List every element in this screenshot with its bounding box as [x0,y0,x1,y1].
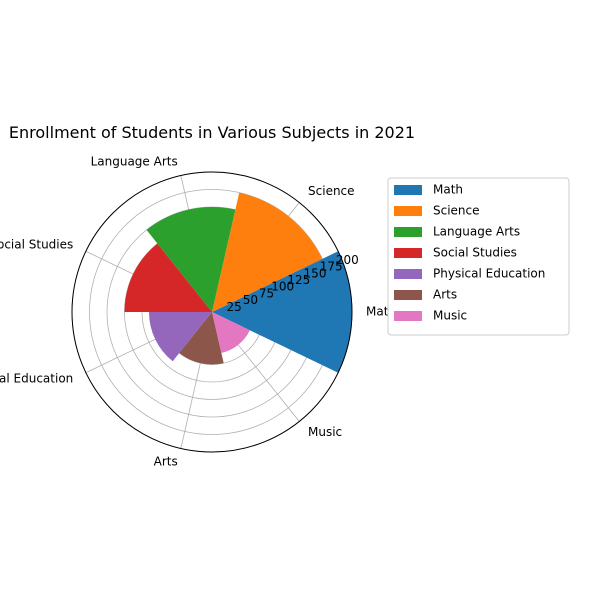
rtick-label: 175 [320,260,343,274]
bar-music [212,312,250,353]
legend-swatch-science [394,206,422,216]
legend-label-arts: Arts [433,288,457,302]
category-label-arts: Arts [154,455,178,469]
bar-math [212,251,352,373]
legend-swatch-music [394,311,422,321]
legend-label-physical-education: Physical Education [433,267,545,281]
category-label-language-arts: Language Arts [91,154,178,168]
category-label-music: Music [308,425,342,439]
legend-box [387,177,570,336]
bars [124,192,352,373]
polar-frame [71,171,353,453]
legend-label-music: Music [433,309,467,323]
rtick-label: 125 [287,273,310,287]
legend-swatch-math [394,185,422,195]
legend-swatch-language-arts [394,227,422,237]
category-label-science: Science [308,184,355,198]
rtick-label: 50 [243,293,258,307]
bar-social-studies [124,243,212,312]
legend-swatch-physical-education [394,269,422,279]
rtick-label: 150 [304,266,327,280]
legend: Math Science Language Arts Social Studies Ph… [387,177,570,336]
rtick-label: 75 [259,286,274,300]
legend-swatch-social-studies [394,248,422,258]
legend-label-math: Math [433,183,463,197]
rtick-label: 100 [271,280,294,294]
legend-swatch-arts [394,290,422,300]
category-label-physical-education: Physical Education [0,371,73,385]
category-label-social-studies: Social Studies [0,238,73,252]
legend-label-language-arts: Language Arts [433,225,520,239]
bar-science [212,192,323,312]
chart-title: Enrollment of Students in Various Subjec… [9,123,415,142]
bar-arts [179,312,224,365]
legend-label-science: Science [433,204,480,218]
rtick-label: 200 [336,253,359,267]
rtick-label: 25 [227,300,242,314]
legend-label-social-studies: Social Studies [433,246,517,260]
bar-physical-education [149,312,212,362]
bar-language-arts [146,207,236,312]
